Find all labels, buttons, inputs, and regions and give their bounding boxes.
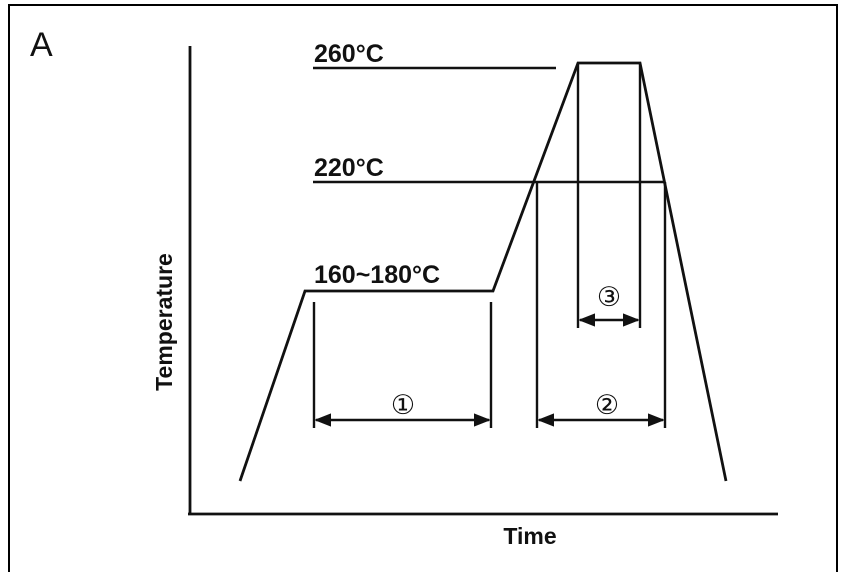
temperature-profile-curve [238,61,728,482]
peak-temperature-label: 260°C [314,40,384,68]
x-axis-label: Time [503,523,556,549]
peak-interval-label: ③ [597,282,621,312]
preheat-interval-label: ① [391,390,415,420]
preheat-temperature-label: 160~180°C [314,261,440,289]
figure-frame [8,4,838,572]
y-axis-label: Temperature [151,253,177,391]
reflow-temperature-label: 220°C [314,154,384,182]
panel-label: A [30,26,53,64]
reflow-interval-label: ② [595,390,619,420]
